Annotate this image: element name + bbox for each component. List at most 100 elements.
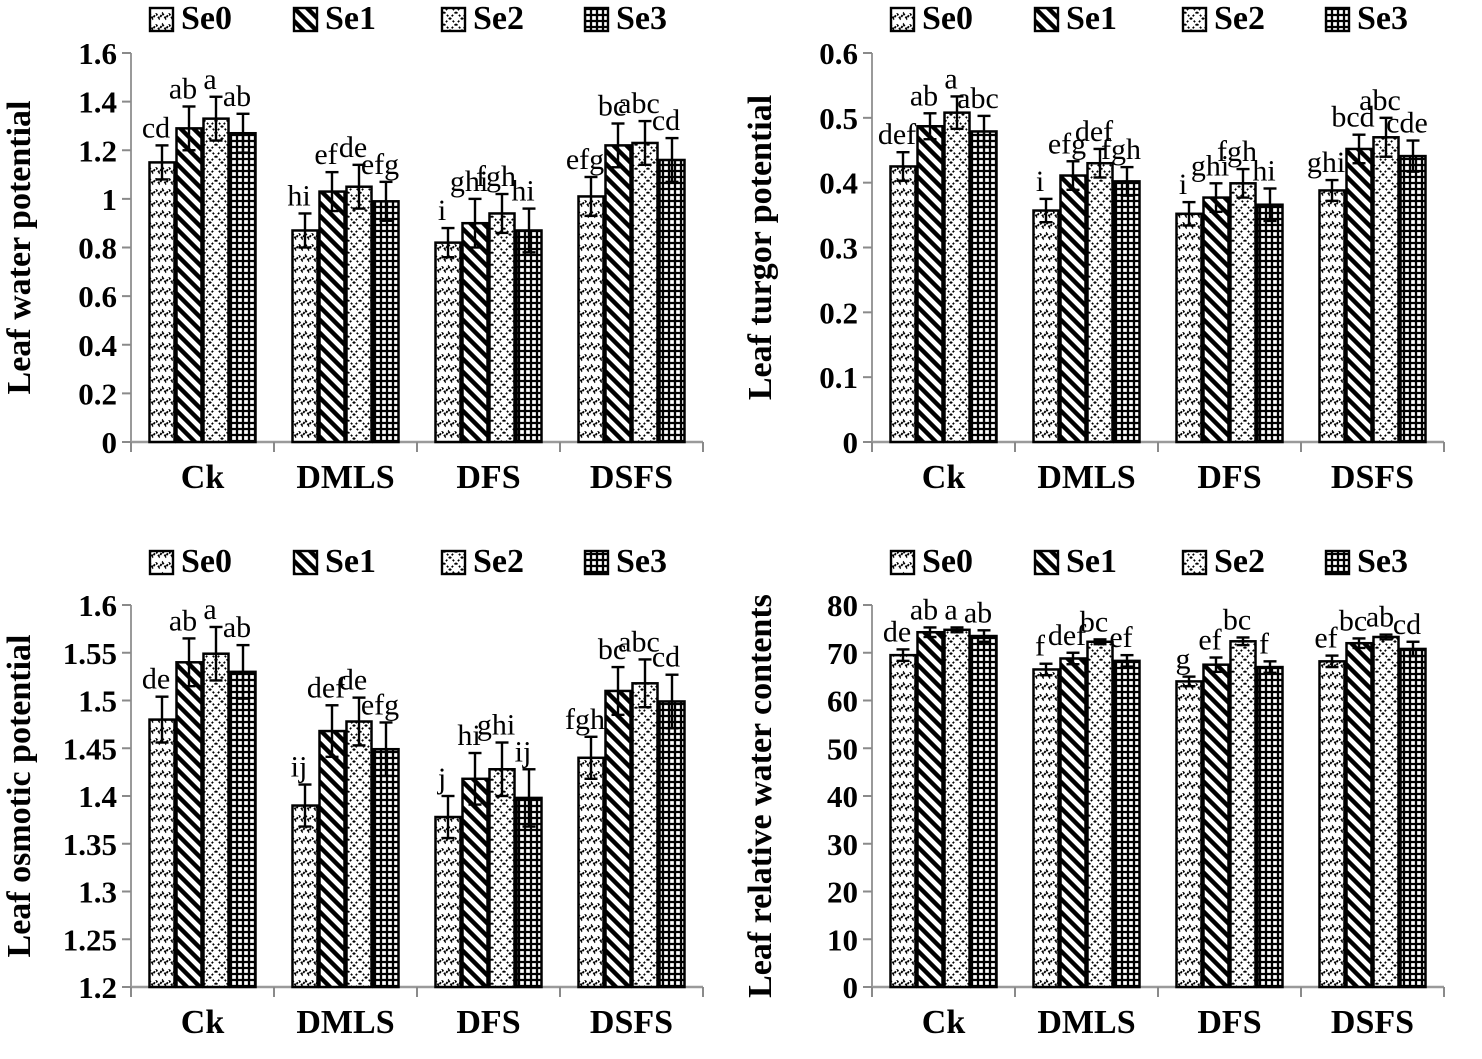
bar-se2-dmls — [1086, 161, 1114, 444]
bar-se3-dsfs — [1399, 647, 1427, 989]
bar-se0-dfs — [434, 241, 462, 444]
chart-leaf-water-potential: Se0 Se1 Se2 Se3 0 0.2 0.4 0.6 0.8 1 1.2 1.4 1.6 Leaf … — [0, 0, 741, 527]
category-label: DFS — [1197, 459, 1261, 496]
sig-letter: hi — [1252, 155, 1275, 188]
sig-letter: abc — [618, 625, 660, 658]
y-tick-label: 0.6 — [819, 36, 858, 71]
bar-se1-dfs — [461, 221, 489, 444]
sig-letter: g — [1176, 643, 1191, 676]
sig-letter: a — [203, 63, 216, 96]
y-axis: 1.2 1.25 1.3 1.35 1.4 1.45 1.5 1.55 1.6 — [63, 588, 132, 1005]
bar-se0-dsfs — [577, 756, 605, 989]
bar-se2-dsfs — [631, 141, 659, 444]
y-axis-title: Leaf water potential — [1, 101, 38, 395]
legend-item-se0: Se0 — [148, 0, 232, 37]
sig-letter: efg — [361, 148, 399, 181]
sig-letter: f — [1259, 627, 1269, 660]
sig-letter: ef — [1314, 622, 1337, 655]
cross-weave-swatch-icon — [583, 549, 610, 576]
y-tick-label: 1.2 — [78, 970, 117, 1005]
bars — [148, 652, 686, 989]
bar-se2-dfs — [1229, 640, 1257, 989]
y-tick-label: 80 — [827, 588, 858, 623]
legend-item-se3: Se3 — [583, 543, 667, 580]
legend-item-se2: Se2 — [440, 543, 524, 580]
y-tick-label: 0.3 — [819, 231, 858, 266]
diamond-lattice-swatch-icon — [1181, 549, 1208, 576]
error-bars — [155, 625, 679, 840]
legend-label: Se1 — [325, 543, 376, 580]
category-label: DSFS — [1331, 1004, 1414, 1041]
error-bars — [896, 95, 1420, 227]
diagonal-stripe-swatch-icon — [1033, 549, 1060, 576]
bar-se3-ck — [229, 131, 257, 444]
legend-item-se1: Se1 — [1033, 543, 1117, 580]
sig-letter: ab — [223, 611, 251, 644]
sig-letter: fgh — [565, 703, 605, 736]
bar-se0-dmls — [1032, 668, 1060, 989]
bar-se2-dsfs — [1372, 635, 1400, 989]
diamond-lattice-swatch-icon — [440, 6, 467, 33]
y-tick-label: 0.8 — [78, 231, 117, 266]
y-tick-label: 0 — [843, 970, 859, 1005]
y-tick-label: 0 — [102, 425, 118, 460]
bar-se3-dmls — [1113, 659, 1141, 989]
sig-letter: abc — [1359, 84, 1401, 117]
bar-se3-ck — [229, 670, 257, 989]
category-label: DSFS — [1331, 459, 1414, 496]
x-axis: Ck DMLS DFS DSFS — [130, 440, 704, 496]
y-tick-label: 0.4 — [78, 328, 117, 363]
y-tick-label: 1.4 — [78, 779, 117, 814]
x-axis: Ck DMLS DFS DSFS — [871, 985, 1445, 1041]
legend-label: Se2 — [1214, 543, 1265, 580]
y-axis: 0 10 20 30 40 50 60 70 80 — [827, 588, 873, 1005]
legend-item-se2: Se2 — [1181, 0, 1265, 37]
legend-label: Se1 — [1066, 543, 1117, 580]
diagonal-stripe-swatch-icon — [1033, 6, 1060, 33]
bar-se1-dmls — [318, 729, 346, 989]
y-tick-label: 0.2 — [819, 295, 858, 330]
sig-letter: ij — [291, 751, 308, 784]
bar-se2-dfs — [488, 768, 516, 989]
diamond-lattice-swatch-icon — [1181, 6, 1208, 33]
bar-se1-dsfs — [604, 144, 632, 444]
y-axis: 0 0.2 0.4 0.6 0.8 1 1.2 1.4 1.6 — [78, 36, 132, 460]
bar-se3-ck — [970, 634, 998, 989]
y-tick-label: 1.35 — [63, 827, 117, 862]
y-axis-title: Leaf osmotic potential — [1, 635, 38, 958]
category-label: DFS — [1197, 1004, 1261, 1041]
legend-label: Se2 — [1214, 0, 1265, 37]
chart-leaf-osmotic-potential: Se0 Se1 Se2 Se3 1.2 1.25 1.3 1.35 1.4 1.45 1.5 1.55… — [0, 527, 741, 1054]
sig-letter: bc — [598, 633, 626, 666]
sig-letter: cd — [652, 104, 680, 137]
bar-se2-ck — [943, 628, 971, 989]
bar-se2-dmls — [345, 720, 373, 989]
sig-letter: de — [339, 131, 367, 164]
legend-label: Se3 — [1357, 0, 1408, 37]
sig-letter: fgh — [1101, 133, 1141, 166]
sig-letter: ij — [515, 735, 532, 768]
bar-se1-dsfs — [1345, 641, 1373, 989]
sig-letter: de — [883, 615, 911, 648]
sig-letter: abc — [618, 87, 660, 120]
bar-se2-dfs — [1229, 182, 1257, 444]
x-axis: Ck DMLS DFS DSFS — [871, 440, 1445, 496]
bar-se1-dfs — [1202, 196, 1230, 444]
sig-letter: efg — [1048, 127, 1086, 160]
bar-se2-ck — [202, 652, 230, 989]
bar-se0-ck — [148, 718, 176, 989]
legend-item-se1: Se1 — [1033, 0, 1117, 37]
sig-letter: bc — [598, 90, 626, 123]
category-label: DMLS — [296, 1004, 394, 1041]
wave-swatch-icon — [889, 6, 916, 33]
sig-letter: abc — [957, 82, 999, 115]
legend-item-se3: Se3 — [1324, 543, 1408, 580]
chart-svg: Se0 Se1 Se2 Se3 0 0.1 0.2 0.3 0.4 0.5 0.6 Leaf turg… — [742, 0, 1445, 496]
y-tick-label: 0.4 — [819, 166, 858, 201]
sig-letter: def — [878, 118, 916, 151]
bar-se2-dmls — [1086, 640, 1114, 989]
y-tick-label: 1.4 — [78, 85, 117, 120]
sig-letter: cd — [142, 111, 170, 144]
